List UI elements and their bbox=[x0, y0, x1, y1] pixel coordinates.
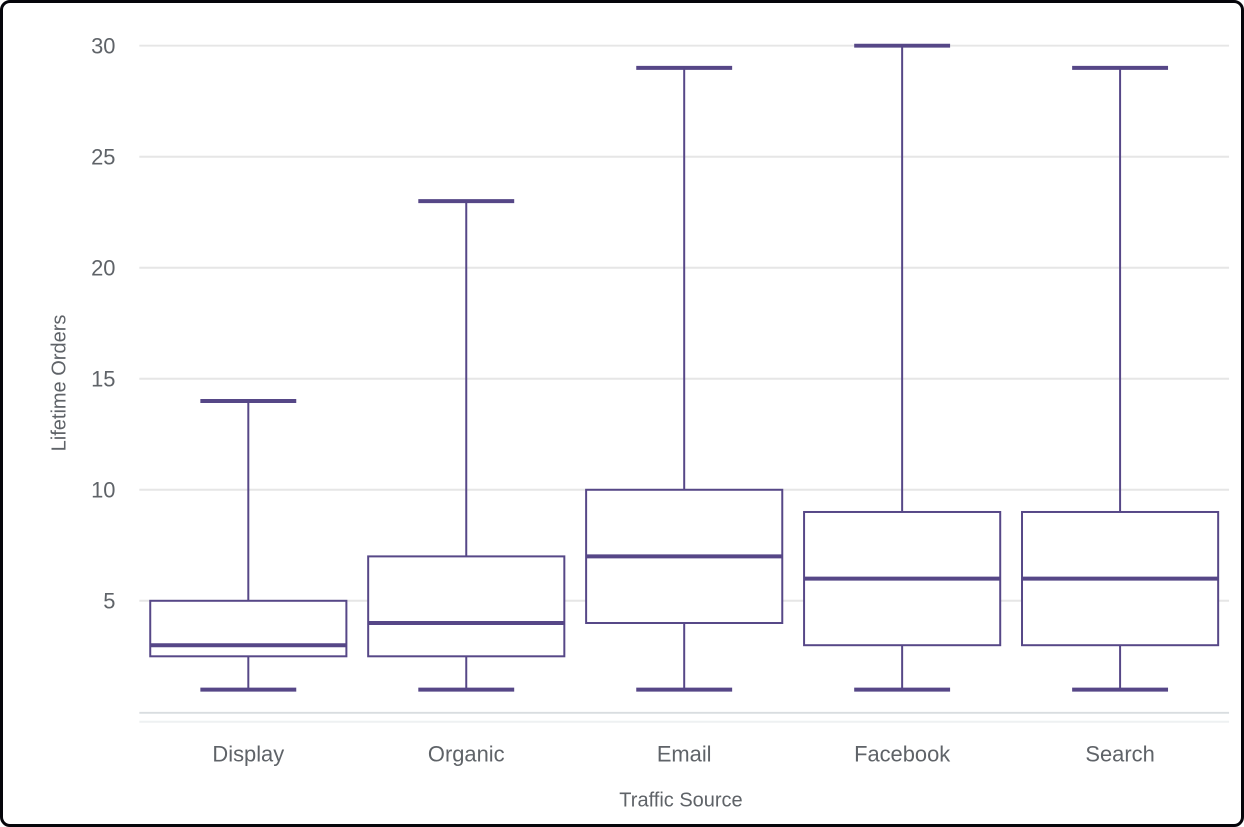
y-tick-label: 5 bbox=[103, 589, 115, 614]
boxplot-search bbox=[1021, 65, 1220, 692]
y-tick-label: 10 bbox=[91, 478, 115, 503]
boxplot-display bbox=[149, 398, 348, 692]
y-tick-label: 20 bbox=[91, 256, 115, 281]
iqr-box bbox=[149, 599, 348, 658]
x-category-label: Email bbox=[657, 741, 712, 766]
x-category-label: Facebook bbox=[854, 741, 950, 766]
boxplot-canvas: 5 10 15 20 25 30 Display Organic Email Facebook Se… bbox=[91, 34, 1230, 766]
y-tick-label: 30 bbox=[91, 34, 115, 59]
y-tick-label: 25 bbox=[91, 145, 115, 170]
x-category-label: Display bbox=[212, 741, 284, 766]
y-tick-label: 15 bbox=[91, 367, 115, 392]
x-category-label: Organic bbox=[428, 741, 505, 766]
boxplot-email bbox=[585, 65, 784, 692]
iqr-box bbox=[367, 555, 566, 658]
boxplot-organic bbox=[367, 199, 566, 692]
boxplot-facebook bbox=[803, 43, 1002, 692]
x-category-label: Search bbox=[1085, 741, 1154, 766]
